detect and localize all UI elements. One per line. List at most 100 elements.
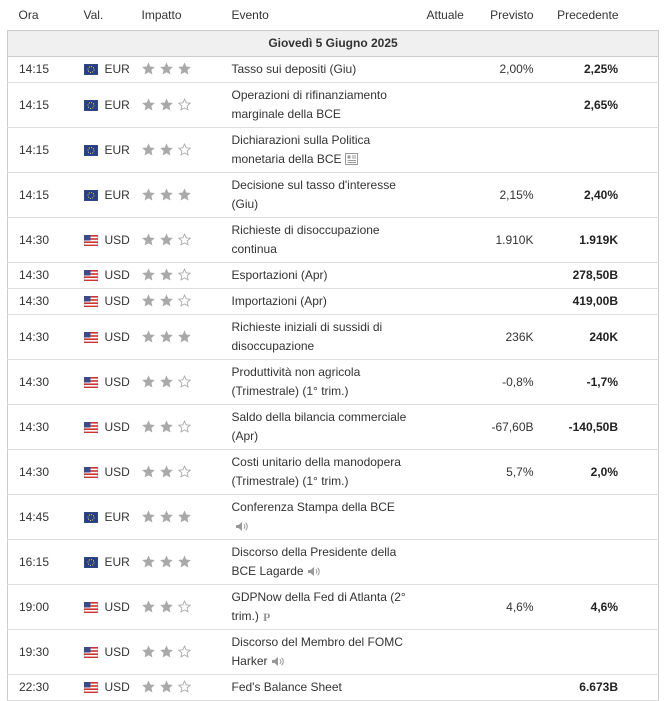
- actual: [420, 217, 481, 263]
- event-wrap: Conferenza Stampa della BCE: [232, 498, 410, 536]
- currency: USD: [104, 680, 130, 694]
- col-header: Attuale: [420, 0, 481, 31]
- event-wrap: Richieste di disoccupazione continua: [232, 221, 410, 259]
- previous: 240K: [540, 314, 659, 360]
- event: Richieste di disoccupazione continua: [231, 223, 380, 256]
- page: Ora Val. Impatto Evento Attuale Previsto…: [7, 0, 659, 701]
- time: 14:15: [7, 127, 78, 173]
- flag-us: [83, 682, 98, 693]
- event-row: 14:45 EUR Conferenza Stampa della BCE: [7, 494, 659, 540]
- currency-cell: USD: [77, 288, 142, 315]
- star: [141, 509, 155, 522]
- previous: 278,50B: [540, 262, 659, 289]
- star: [141, 97, 155, 110]
- impact: [141, 674, 231, 701]
- forecast: 1.910K: [480, 217, 541, 263]
- star: [177, 374, 191, 388]
- event-cell: Produttività non agricola (Trimestrale) …: [230, 359, 421, 405]
- currency: EUR: [104, 62, 130, 76]
- event: Decisione sul tasso d'interesse (Giu): [231, 178, 396, 211]
- time: 14:30: [7, 217, 78, 263]
- actual: [420, 359, 481, 405]
- event-cell: Fed's Balance Sheet: [230, 674, 421, 701]
- currency: USD: [104, 374, 130, 389]
- event-cell: Esportazioni (Apr): [230, 262, 421, 289]
- star: [159, 509, 173, 522]
- calendar-table: Ora Val. Impatto Evento Attuale Previsto…: [7, 0, 659, 701]
- event-row: 16:15 EUR Discorso della Presidente della …: [7, 539, 659, 585]
- currency: USD: [104, 599, 130, 614]
- flag-us: [83, 270, 98, 281]
- event-row: 19:30 USD Discorso del Membro del FOMC Har…: [7, 629, 659, 675]
- impact: [141, 56, 231, 83]
- star: [159, 187, 173, 200]
- actual: [420, 494, 481, 540]
- actual: [420, 314, 481, 360]
- time: 14:15: [7, 172, 78, 218]
- event-wrap: Produttività non agricola (Trimestrale) …: [232, 363, 410, 401]
- flag-us: [83, 646, 98, 658]
- impact: [141, 629, 231, 675]
- time: 14:15: [7, 56, 78, 83]
- star: [141, 268, 155, 281]
- star: [177, 267, 191, 281]
- time: 14:30: [7, 449, 78, 495]
- event-row: 14:30 USD Importazioni (Apr) 419,00B: [7, 288, 659, 315]
- sound-icon: [271, 657, 284, 666]
- currency: USD: [104, 464, 130, 479]
- forecast: [480, 82, 541, 128]
- col-header: Evento: [230, 0, 421, 31]
- flag-eu: [83, 189, 98, 201]
- impact: [141, 217, 231, 263]
- flag-us: [83, 296, 98, 307]
- currency: EUR: [104, 187, 130, 202]
- time: 14:30: [7, 314, 78, 360]
- forecast: -0,8%: [480, 359, 541, 405]
- event: Fed's Balance Sheet: [231, 680, 342, 694]
- currency: EUR: [104, 509, 130, 524]
- event-wrap: Fed's Balance Sheet: [232, 678, 410, 697]
- forecast: [480, 288, 541, 315]
- event-row: 14:15 EUR Operazioni di rifinanziamento ma…: [7, 82, 659, 128]
- currency-cell: EUR: [77, 82, 142, 128]
- previous: [540, 127, 659, 173]
- previous: 2,0%: [540, 449, 659, 495]
- table-body: Giovedì 5 Giugno 2025 14:15 EUR Tasso sui …: [7, 30, 659, 701]
- star: [141, 644, 155, 657]
- event-cell: Operazioni di rifinanziamento marginale …: [230, 82, 421, 128]
- time: 14:45: [7, 494, 78, 540]
- star: [177, 419, 191, 433]
- star: [159, 680, 173, 693]
- event-cell: GDPNow della Fed di Atlanta (2° trim.) P: [230, 584, 421, 630]
- time: 14:30: [7, 359, 78, 405]
- time: 14:30: [7, 262, 78, 289]
- previous: [540, 539, 659, 585]
- star: [141, 62, 155, 75]
- previous: 419,00B: [540, 288, 659, 315]
- currency-cell: USD: [77, 262, 142, 289]
- event: Produttività non agricola (Trimestrale) …: [231, 365, 361, 398]
- currency: USD: [104, 419, 130, 434]
- event-wrap: Dichiarazioni sulla Politica monetaria d…: [232, 131, 410, 169]
- forecast: 236K: [480, 314, 541, 360]
- date-row: Giovedì 5 Giugno 2025: [7, 30, 659, 57]
- impact: [141, 494, 231, 540]
- star: [177, 679, 191, 693]
- actual: [420, 629, 481, 675]
- star: [177, 293, 191, 307]
- flag-eu: [83, 64, 98, 75]
- event-cell: Richieste di disoccupazione continua: [230, 217, 421, 263]
- col-header: Impatto: [141, 0, 231, 31]
- event-row: 14:15 EUR Tasso sui depositi (Giu) 2,00% 2,2…: [7, 56, 659, 83]
- star: [177, 187, 191, 200]
- previous: 6.673B: [540, 674, 659, 701]
- star: [159, 599, 173, 612]
- flag-us: [83, 466, 98, 478]
- event-wrap: Esportazioni (Apr): [232, 266, 410, 285]
- event-cell: Richieste iniziali di sussidi di disoccu…: [230, 314, 421, 360]
- p-icon: P: [263, 610, 270, 624]
- event-row: 14:30 USD Richieste di disoccupazione cont…: [7, 217, 659, 263]
- event-cell: Decisione sul tasso d'interesse (Giu): [230, 172, 421, 218]
- flag-eu: [83, 99, 98, 111]
- doc-icon: [344, 153, 358, 165]
